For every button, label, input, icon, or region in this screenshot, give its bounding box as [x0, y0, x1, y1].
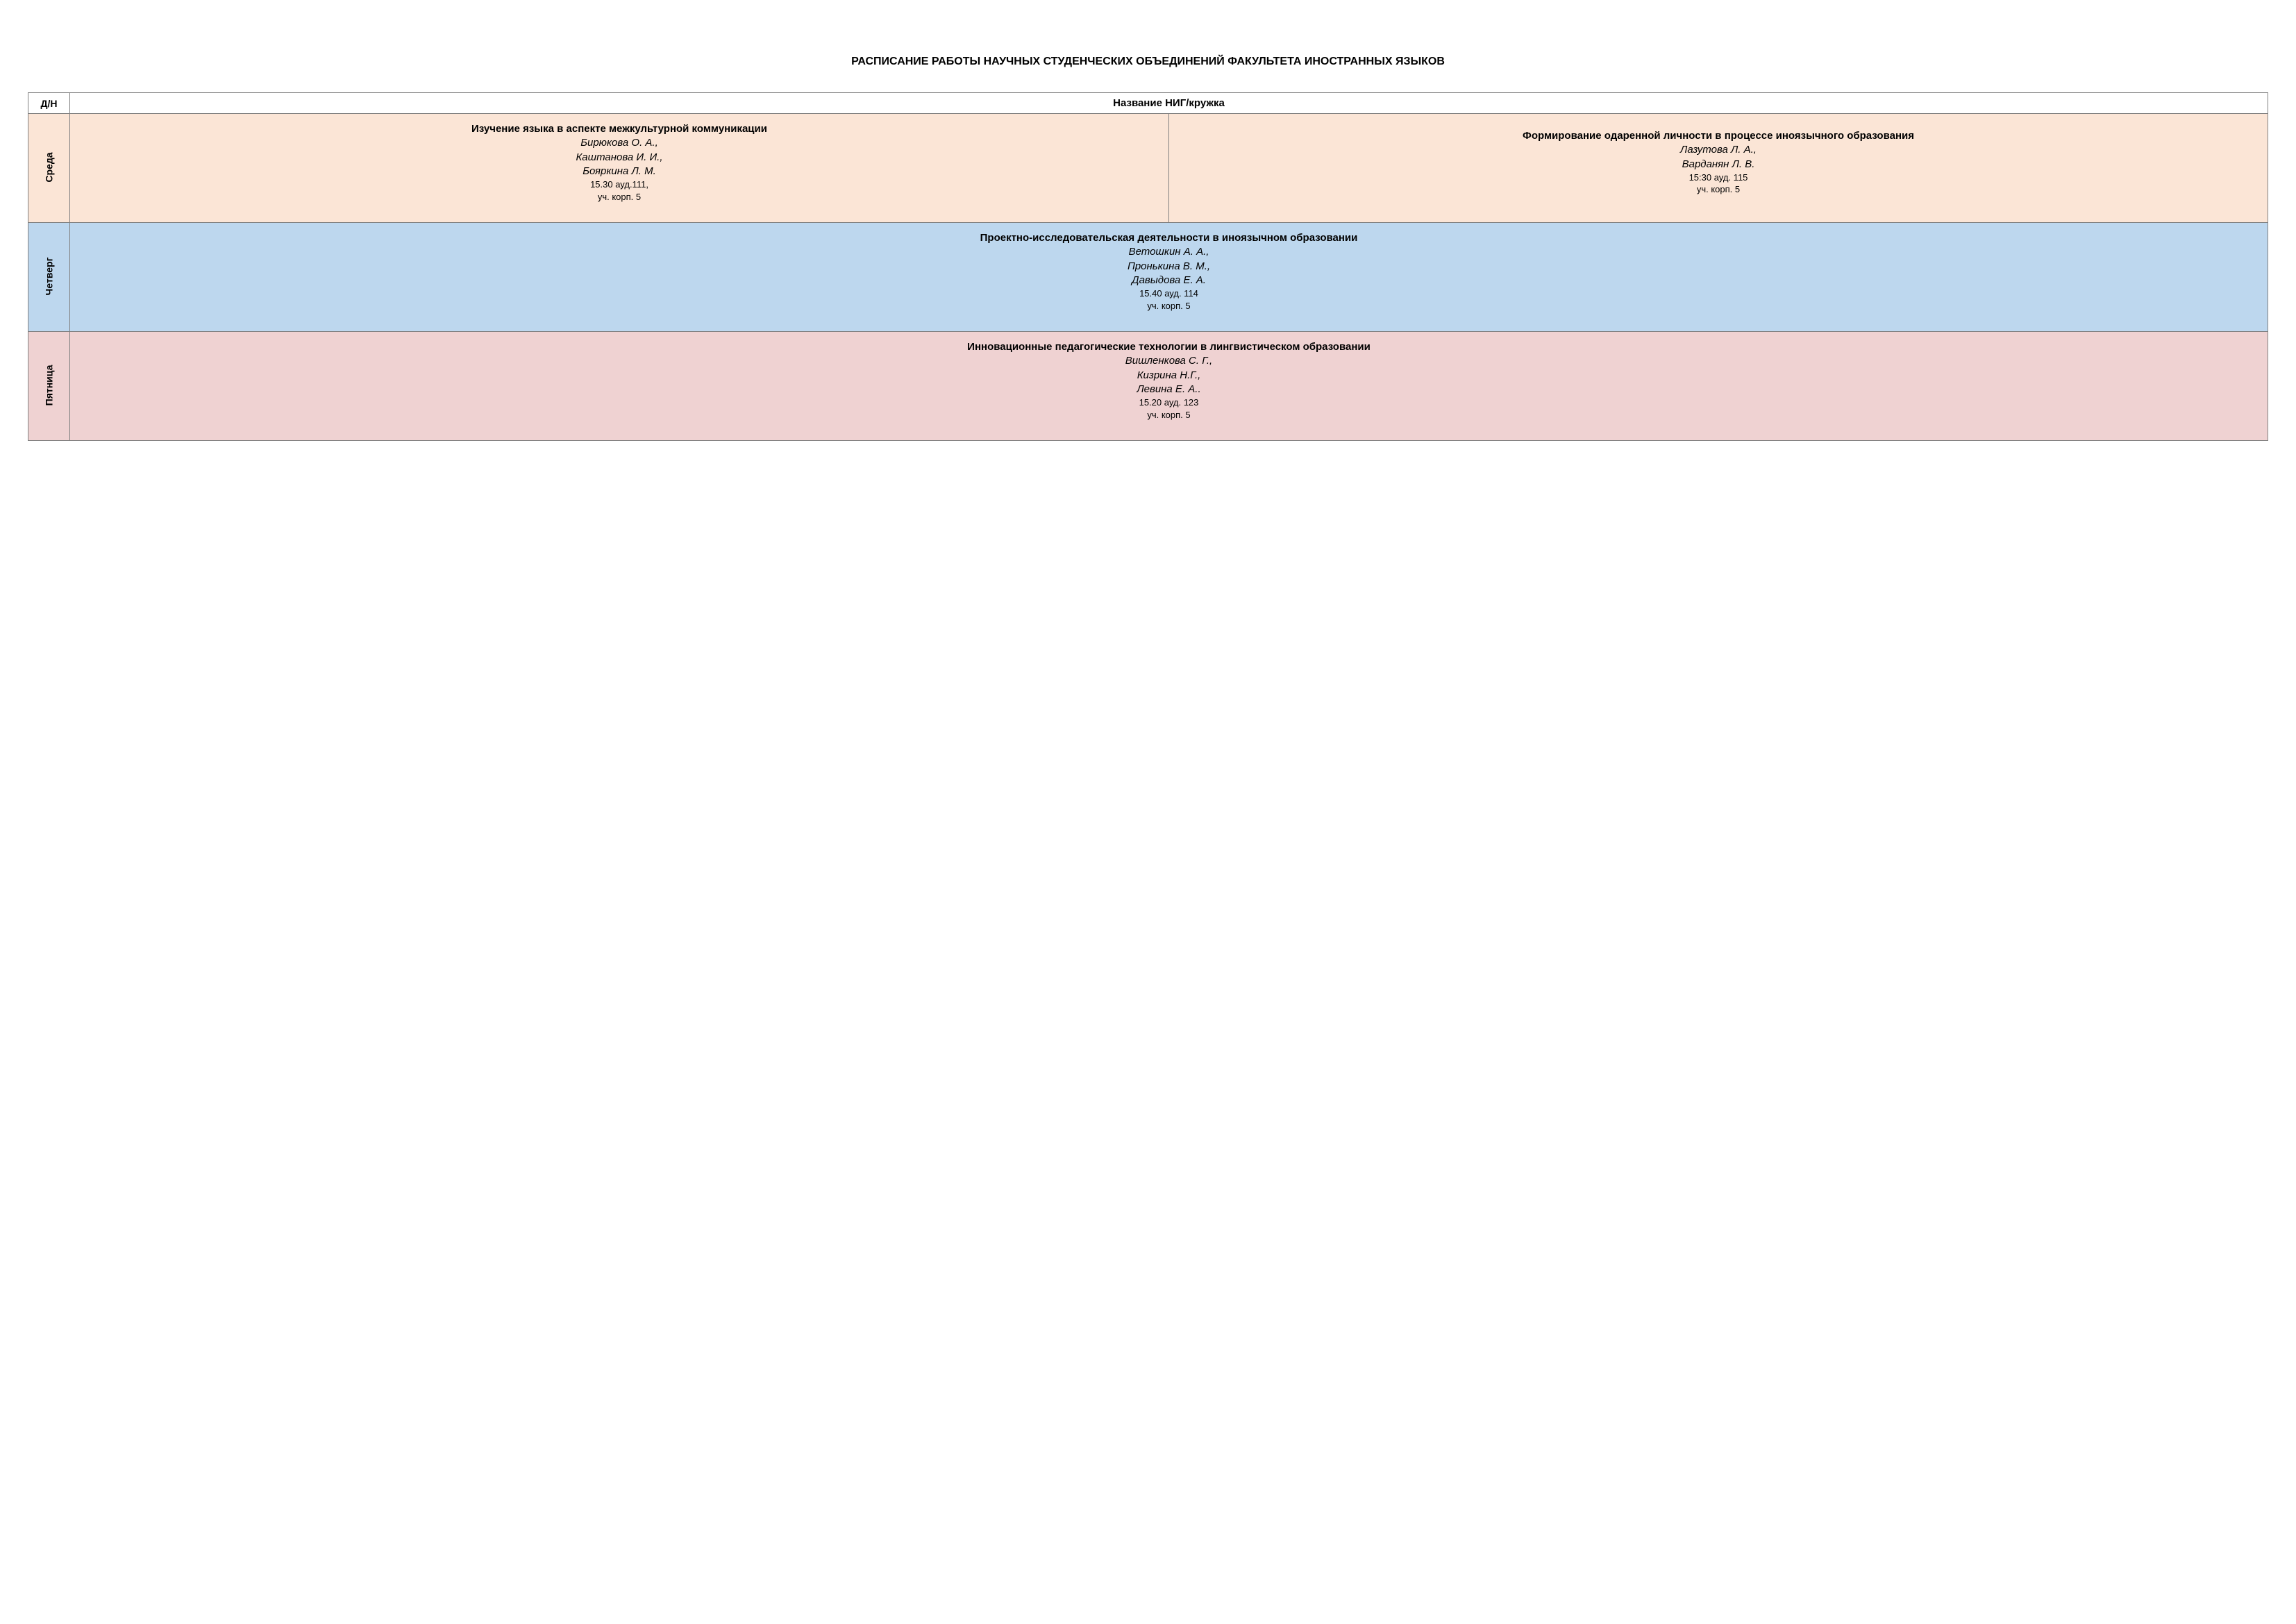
teacher-name: Бирюкова О. А.,	[76, 136, 1163, 150]
group-cell-thursday: Проектно-исследовательская деятельности …	[70, 223, 2268, 332]
group-title: Формирование одаренной личности в процес…	[1175, 129, 2262, 143]
table-header-row: Д/Н Название НИГ/кружка	[28, 93, 2268, 114]
time-room: 15.40 ауд. 114	[76, 287, 2262, 300]
teacher-name: Кизрина Н.Г.,	[76, 369, 2262, 383]
group-title: Инновационные педагогические технологии …	[76, 340, 2262, 354]
teacher-name: Варданян Л. В.	[1175, 158, 2262, 171]
teacher-name: Пронькина В. М.,	[76, 260, 2262, 274]
header-name: Название НИГ/кружка	[70, 93, 2268, 114]
teacher-name: Вишленкова С. Г.,	[76, 354, 2262, 368]
day-label-thursday: Четверг	[43, 258, 54, 296]
day-cell-thursday: Четверг	[28, 223, 70, 332]
teacher-name: Ветошкин А. А.,	[76, 245, 2262, 259]
group-title: Проектно-исследовательская деятельности …	[76, 231, 2262, 245]
row-friday: Пятница Инновационные педагогические тех…	[28, 332, 2268, 441]
row-thursday: Четверг Проектно-исследовательская деяте…	[28, 223, 2268, 332]
teacher-name: Каштанова И. И.,	[76, 151, 1163, 165]
building: уч. корп. 5	[76, 409, 2262, 421]
building: уч. корп. 5	[1175, 183, 2262, 196]
group-title: Изучение языка в аспекте межкультурной к…	[76, 122, 1163, 136]
teacher-name: Давыдова Е. А.	[76, 274, 2262, 287]
row-wednesday: Среда Изучение языка в аспекте межкульту…	[28, 114, 2268, 223]
group-cell-wed-left: Изучение языка в аспекте межкультурной к…	[70, 114, 1169, 223]
time-room: 15.20 ауд. 123	[76, 396, 2262, 409]
schedule-table: Д/Н Название НИГ/кружка Среда Изучение я…	[28, 92, 2268, 441]
building: уч. корп. 5	[76, 191, 1163, 203]
teacher-name: Лазутова Л. А.,	[1175, 143, 2262, 157]
group-cell-friday: Инновационные педагогические технологии …	[70, 332, 2268, 441]
day-label-friday: Пятница	[44, 365, 55, 406]
building: уч. корп. 5	[76, 300, 2262, 312]
day-cell-friday: Пятница	[28, 332, 70, 441]
teacher-name: Левина Е. А..	[76, 383, 2262, 396]
day-label-wednesday: Среда	[44, 152, 55, 182]
day-cell-wednesday: Среда	[28, 114, 70, 223]
teacher-name: Бояркина Л. М.	[76, 165, 1163, 178]
time-room: 15.30 ауд.111,	[76, 178, 1163, 191]
group-cell-wed-right: Формирование одаренной личности в процес…	[1169, 114, 2268, 223]
time-room: 15:30 ауд. 115	[1175, 171, 2262, 184]
page-title: РАСПИСАНИЕ РАБОТЫ НАУЧНЫХ СТУДЕНЧЕСКИХ О…	[28, 56, 2268, 68]
header-day: Д/Н	[28, 93, 70, 114]
